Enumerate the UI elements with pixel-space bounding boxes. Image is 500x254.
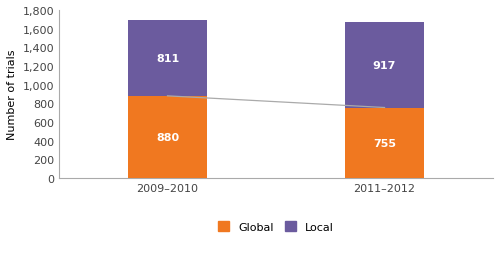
Text: 880: 880 <box>156 132 179 142</box>
Bar <box>346 108 424 178</box>
Bar <box>128 97 206 178</box>
Legend: Global, Local: Global, Local <box>214 217 338 236</box>
Text: 755: 755 <box>373 138 396 148</box>
Text: 811: 811 <box>156 54 179 64</box>
Y-axis label: Number of trials: Number of trials <box>7 50 17 140</box>
Bar <box>346 23 424 108</box>
Bar <box>128 21 206 97</box>
Text: 917: 917 <box>373 60 396 70</box>
